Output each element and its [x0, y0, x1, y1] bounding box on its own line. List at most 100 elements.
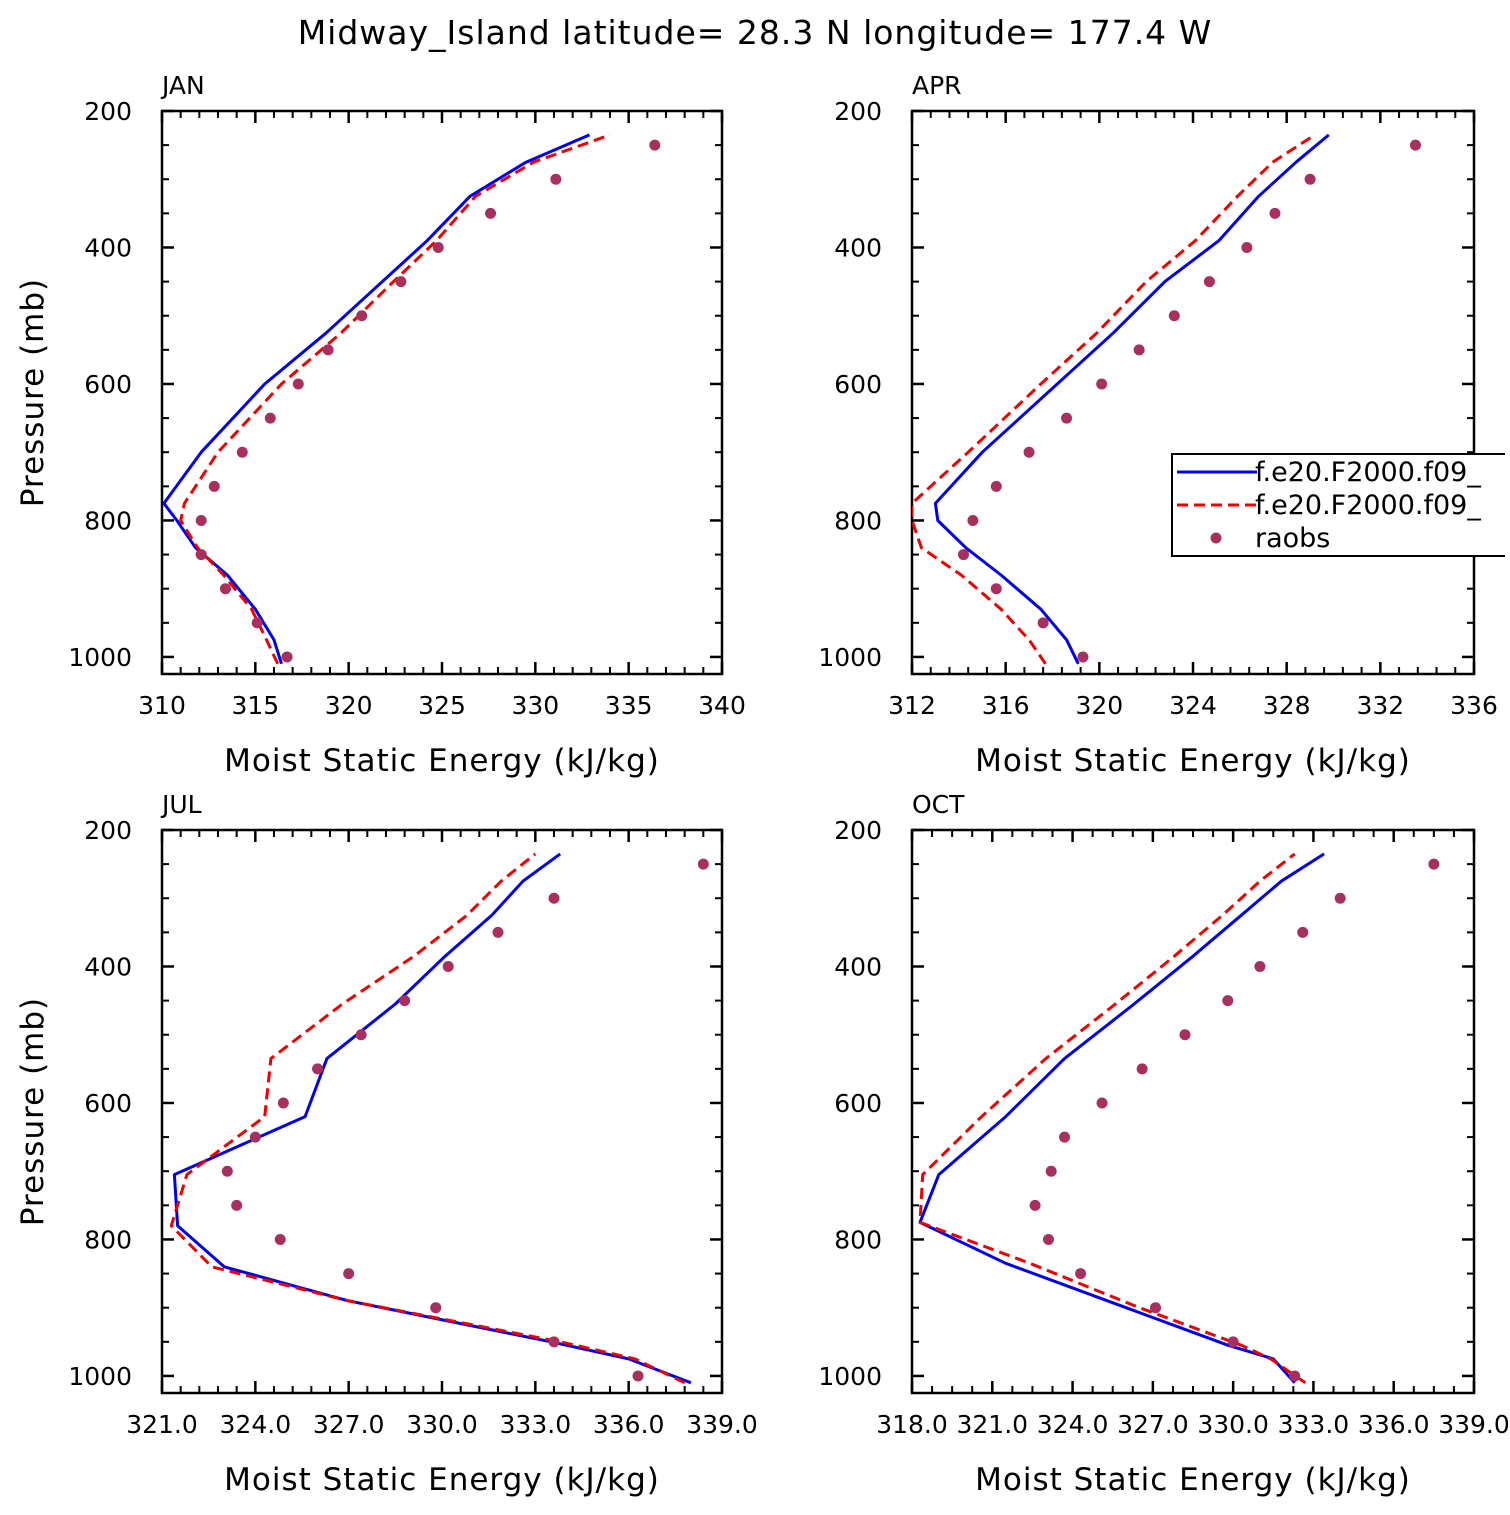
figure-title: Midway_Island latitude= 28.3 N longitude… — [298, 13, 1213, 52]
raobs-point — [1077, 651, 1089, 663]
raobs-point — [219, 583, 231, 595]
x-tick-label: 316 — [982, 691, 1030, 720]
x-tick-label: 328 — [1263, 691, 1311, 720]
x-tick-label: 336.0 — [1358, 1410, 1430, 1439]
raobs-point — [649, 139, 661, 151]
raobs-point — [990, 583, 1002, 595]
raobs-point — [1409, 139, 1421, 151]
x-tick-label: 327.0 — [1117, 1410, 1189, 1439]
raobs-point — [312, 1063, 324, 1075]
raobs-point — [548, 892, 560, 904]
raobs-point — [208, 480, 220, 492]
x-tick-label: 324.0 — [220, 1410, 292, 1439]
x-tick-label: 330.0 — [406, 1410, 478, 1439]
raobs-point — [395, 276, 407, 288]
y-tick-label: 200 — [84, 97, 132, 126]
legend-swatch-raobs — [1210, 532, 1222, 544]
raobs-point — [274, 1233, 286, 1245]
x-axis-label: Moist Static Energy (kJ/kg) — [224, 1462, 660, 1498]
raobs-point — [355, 1029, 367, 1041]
y-tick-label: 1000 — [818, 643, 882, 672]
raobs-point — [1059, 1131, 1071, 1143]
raobs-point — [195, 514, 207, 526]
raobs-point — [1428, 858, 1440, 870]
raobs-point — [1179, 1029, 1191, 1041]
x-axis-label: Moist Static Energy (kJ/kg) — [224, 743, 660, 779]
raobs-point — [1304, 173, 1316, 185]
x-tick-label: 332 — [1356, 691, 1404, 720]
raobs-point — [322, 344, 334, 356]
y-axis-label: Pressure (mb) — [15, 997, 51, 1226]
raobs-point — [442, 960, 454, 972]
x-tick-label: 340 — [698, 691, 746, 720]
legend: f.e20.F2000.f09_f.e20.F2000.f09_raobs — [1171, 453, 1505, 557]
y-tick-label: 800 — [834, 506, 882, 535]
raobs-point — [1136, 1063, 1148, 1075]
panel-title-apr: APR — [912, 71, 962, 100]
x-tick-label: 310 — [138, 691, 186, 720]
y-tick-label: 1000 — [818, 1362, 882, 1391]
raobs-point — [632, 1370, 644, 1382]
raobs-point — [1042, 1233, 1054, 1245]
raobs-point — [249, 1131, 261, 1143]
raobs-point — [1203, 276, 1215, 288]
raobs-point — [958, 549, 970, 561]
x-axis-label: Moist Static Energy (kJ/kg) — [975, 743, 1411, 779]
x-tick-label: 333.0 — [500, 1410, 572, 1439]
raobs-point — [1029, 1199, 1041, 1211]
legend-label: f.e20.F2000.f09_ — [1255, 457, 1481, 488]
y-tick-label: 600 — [84, 370, 132, 399]
raobs-point — [1297, 926, 1309, 938]
x-tick-label: 339.0 — [686, 1410, 758, 1439]
raobs-point — [264, 412, 276, 424]
y-tick-label: 400 — [834, 233, 882, 262]
plot-data — [169, 852, 709, 1385]
raobs-point — [1133, 344, 1145, 356]
y-tick-label: 400 — [84, 233, 132, 262]
panel-title-jul: JUL — [160, 790, 202, 819]
y-tick-label: 800 — [834, 1225, 882, 1254]
x-tick-label: 321.0 — [126, 1410, 198, 1439]
raobs-point — [1045, 1165, 1057, 1177]
y-tick-label: 800 — [84, 1225, 132, 1254]
x-tick-label: 330 — [511, 691, 559, 720]
y-tick-label: 200 — [834, 97, 882, 126]
x-axis-label: Moist Static Energy (kJ/kg) — [975, 1462, 1411, 1498]
model-b-line — [179, 133, 611, 665]
x-tick-label: 320 — [325, 691, 373, 720]
raobs-point — [697, 858, 709, 870]
panel-oct: 318.0 321.0 324.0 327.0 330.0 333.0 336.0 339.0… — [818, 790, 1509, 1498]
model-b-line — [912, 133, 1316, 665]
raobs-point — [1023, 446, 1035, 458]
y-tick-label: 1000 — [68, 643, 132, 672]
raobs-point — [1222, 995, 1234, 1007]
raobs-point — [432, 241, 444, 253]
x-tick-label: 335 — [605, 691, 653, 720]
x-tick-label: 324 — [1169, 691, 1217, 720]
raobs-point — [548, 1336, 560, 1348]
raobs-point — [967, 514, 979, 526]
raobs-point — [231, 1199, 243, 1211]
raobs-point — [1168, 310, 1180, 322]
x-tick-label: 324.0 — [1037, 1410, 1109, 1439]
x-tick-label: 321.0 — [956, 1410, 1028, 1439]
raobs-point — [1150, 1302, 1162, 1314]
raobs-point — [1334, 892, 1346, 904]
raobs-point — [1289, 1370, 1301, 1382]
raobs-point — [550, 173, 562, 185]
raobs-point — [430, 1302, 442, 1314]
model-a-line — [918, 852, 1325, 1384]
y-tick-label: 600 — [834, 1089, 882, 1118]
raobs-point — [1075, 1268, 1087, 1280]
y-tick-label: 400 — [84, 952, 132, 981]
raobs-point — [1037, 617, 1049, 629]
model-a-line — [162, 133, 591, 665]
model-a-line — [933, 133, 1330, 665]
y-tick-label: 600 — [834, 370, 882, 399]
raobs-point — [195, 549, 207, 561]
raobs-point — [281, 651, 293, 663]
raobs-point — [492, 926, 504, 938]
x-tick-label: 339.0 — [1438, 1410, 1510, 1439]
raobs-point — [221, 1165, 233, 1177]
